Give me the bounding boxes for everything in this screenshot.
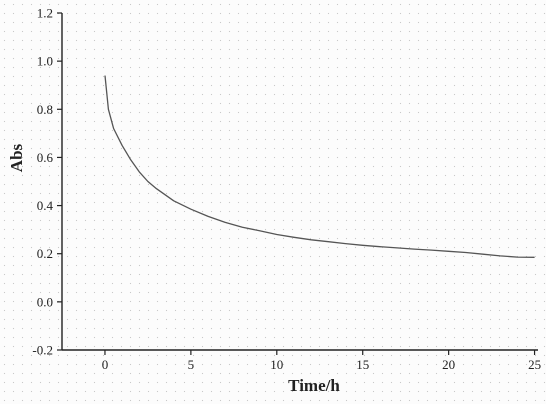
x-tick-label: 10: [270, 357, 283, 372]
y-tick-label: 1.2: [37, 6, 53, 21]
x-tick-label: 5: [188, 357, 195, 372]
y-axis-title: Abs: [7, 143, 26, 172]
series-layer: [104, 75, 535, 258]
series-line-0: [104, 75, 535, 258]
y-tick-label: 0.4: [37, 198, 54, 213]
y-tick-label: 0.8: [37, 102, 53, 117]
x-tick-label: 0: [102, 357, 109, 372]
x-tick-label: 15: [356, 357, 369, 372]
y-tick-label: 0.2: [37, 246, 53, 261]
y-tick-label: -0.2: [32, 343, 53, 358]
x-axis-title: Time/h: [288, 376, 340, 395]
axes: [61, 13, 538, 351]
y-tick-label: 0.0: [37, 294, 53, 309]
y-tick-label: 0.6: [37, 150, 54, 165]
ticks: 0 5 10 15 20 25 -0.2 0.0 0.2 0.4 0.6 0.8 1.0 1.2: [32, 6, 541, 373]
x-tick-label: 25: [528, 357, 541, 372]
x-tick-label: 20: [442, 357, 455, 372]
y-tick-label: 1.0: [37, 54, 53, 69]
